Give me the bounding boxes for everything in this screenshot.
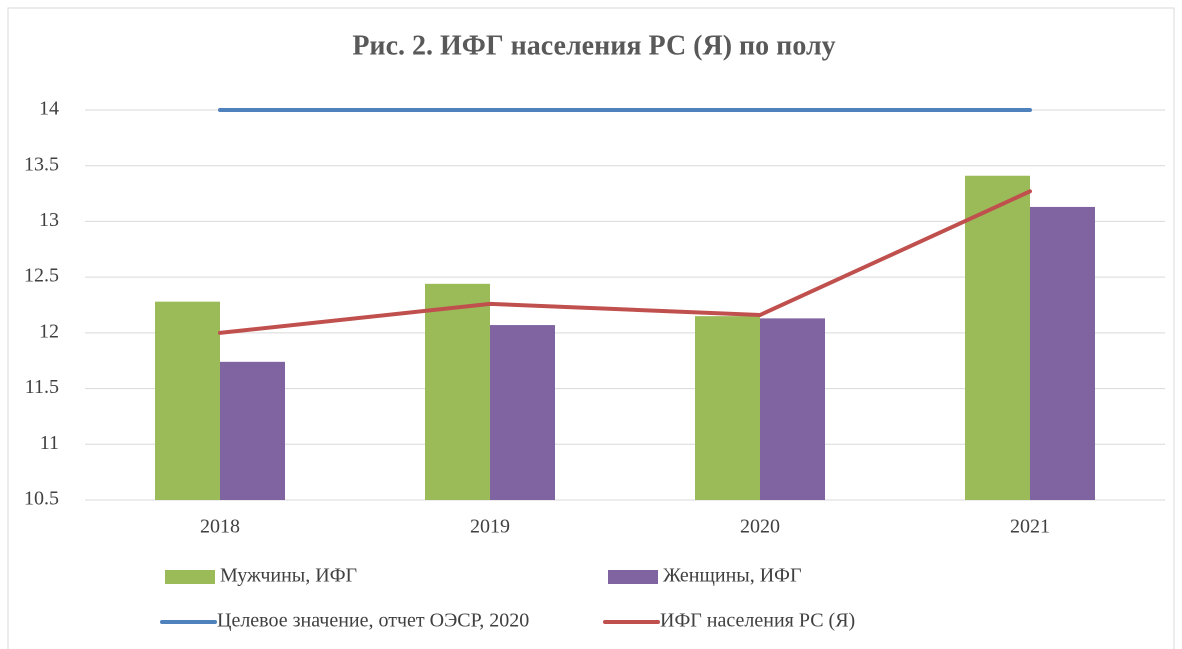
legend-label: Целевое значение, отчет ОЭСР, 2020	[217, 610, 529, 632]
x-tick-label: 2019	[470, 516, 510, 538]
y-tick-label: 13.5	[24, 153, 59, 175]
legend-swatch	[165, 570, 215, 584]
bar	[155, 301, 220, 500]
x-tick-label: 2018	[200, 516, 240, 538]
y-tick-label: 11	[40, 432, 59, 454]
bar	[490, 325, 555, 500]
line	[218, 189, 1032, 335]
y-tick-label: 12	[39, 320, 59, 342]
bar	[220, 361, 285, 500]
bar	[425, 283, 490, 500]
bar	[1030, 206, 1095, 500]
chart-title: Рис. 2. ИФГ населения РС (Я) по полу	[352, 30, 835, 61]
bar	[760, 318, 825, 500]
y-tick-label: 14	[39, 98, 59, 120]
y-tick-label: 11.5	[25, 376, 59, 398]
legend-label: Женщины, ИФГ	[663, 565, 802, 587]
bar	[965, 175, 1030, 500]
x-tick-label: 2021	[1010, 516, 1050, 538]
y-tick-label: 10.5	[24, 488, 59, 510]
y-tick-label: 13	[39, 209, 59, 231]
legend-label: Мужчины, ИФГ	[220, 565, 357, 587]
legend-swatch	[608, 570, 658, 584]
y-tick-label: 12.5	[24, 265, 59, 287]
x-tick-label: 2020	[740, 516, 780, 538]
legend-label: ИФГ населения РС (Я)	[660, 610, 855, 632]
bar	[695, 316, 760, 500]
